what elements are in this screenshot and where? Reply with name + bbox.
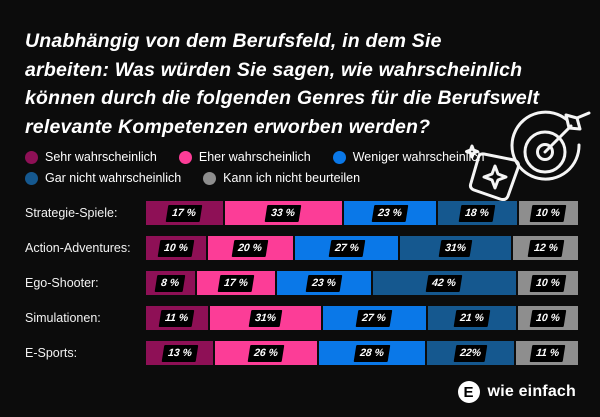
value-label: 31%: [248, 309, 282, 327]
category-label: E-Sports:: [25, 346, 78, 360]
legend-dot-icon: [25, 150, 38, 164]
value-label: 31%: [438, 239, 473, 257]
legend-label: Gar nicht wahrscheinlich: [45, 171, 182, 185]
brand-logo: E wie einfach: [457, 381, 576, 403]
stacked-bar-chart: Strategie-Spiele: 17 % 33 % 23 % 18 % 10 % Act…: [25, 201, 579, 376]
value-label: 20 %: [232, 239, 269, 257]
chart-row: Strategie-Spiele: 17 % 33 % 23 % 18 % 10 %: [25, 201, 578, 225]
chart-row: E-Sports: 13 % 26 % 28 % 22% 11 %: [25, 341, 578, 365]
value-label: 23 %: [371, 204, 408, 222]
stacked-bar: 11 % 31% 27 % 21 % 10 %: [146, 306, 578, 330]
bar-segment: 27 %: [295, 236, 399, 260]
bar-segment: 17 %: [196, 271, 276, 295]
value-label: 17 %: [217, 274, 255, 292]
category-label: Simulationen:: [25, 311, 101, 325]
page-title-line: relevante Kompetenzen erworben werden?: [25, 115, 431, 138]
bar-segment: 10 %: [146, 236, 206, 260]
value-label: 42 %: [426, 274, 463, 292]
brand-logo-e-icon: E: [457, 381, 480, 403]
chart-legend: Sehr wahrscheinlich Eher wahrscheinlich We…: [25, 150, 545, 185]
bar-segment: 13 %: [146, 341, 214, 365]
bar-segment: 23 %: [277, 271, 371, 295]
bar-segment: 12 %: [513, 236, 579, 260]
value-label: 10 %: [530, 204, 567, 222]
value-label: 27 %: [356, 309, 393, 327]
page-title-line: können durch die folgenden Genres für di…: [25, 87, 540, 109]
bar-segment: 8 %: [146, 271, 195, 295]
legend-item: Gar nicht wahrscheinlich: [25, 171, 181, 185]
bar-segment: 21 %: [428, 306, 517, 330]
category-label: Ego-Shooter:: [25, 276, 99, 290]
bar-segment: 26 %: [215, 341, 317, 365]
bar-segment: 18 %: [437, 201, 517, 225]
bar-segment: 42 %: [372, 271, 517, 295]
value-label: 21 %: [453, 309, 491, 327]
page-title-line: Unabhängig von dem Berufsfeld, in dem Si…: [25, 30, 442, 52]
legend-label: Weniger wahrscheinlich: [352, 150, 485, 164]
value-label: 23 %: [305, 274, 343, 292]
bar-segment: 10 %: [518, 306, 578, 330]
bar-segment: 27 %: [322, 306, 427, 330]
bar-segment: 10 %: [518, 201, 578, 225]
category-label: Action-Adventures:: [25, 241, 131, 255]
legend-item: Sehr wahrscheinlich: [25, 150, 157, 164]
brand-logo-text: wie einfach: [487, 383, 576, 400]
bar-segment: 28 %: [318, 341, 425, 365]
legend-item: Eher wahrscheinlich: [178, 150, 311, 164]
stacked-bar: 17 % 33 % 23 % 18 % 10 %: [146, 201, 578, 225]
chart-row: Simulationen: 11 % 31% 27 % 21 % 10 %: [25, 306, 578, 330]
value-label: 11 %: [158, 309, 195, 327]
value-label: 8 %: [155, 274, 186, 292]
stacked-bar: 10 % 20 % 27 % 31% 12 %: [146, 236, 579, 260]
value-label: 13 %: [161, 344, 199, 362]
value-label: 11 %: [529, 344, 566, 362]
sparkle-card-icon: [458, 140, 530, 206]
value-label: 12 %: [527, 239, 564, 257]
value-label: 26 %: [247, 344, 285, 362]
legend-label: Sehr wahrscheinlich: [45, 150, 157, 164]
page-title-line: arbeiten: Was würden Sie sagen, wie wahr…: [25, 58, 523, 81]
stacked-bar: 13 % 26 % 28 % 22% 11 %: [146, 341, 578, 365]
chart-row: Ego-Shooter: 8 % 17 % 23 % 42 % 10 %: [25, 271, 579, 295]
legend-dot-icon: [25, 171, 38, 185]
legend-dot-icon: [332, 150, 346, 164]
value-label: 10 %: [157, 239, 195, 257]
bar-segment: 11 %: [146, 306, 208, 330]
value-label: 27 %: [328, 239, 366, 257]
legend-item: Weniger wahrscheinlich: [332, 150, 485, 164]
value-label: 10 %: [529, 274, 567, 292]
bar-segment: 31%: [209, 306, 321, 330]
value-label: 10 %: [529, 309, 567, 327]
stacked-bar: 8 % 17 % 23 % 42 % 10 %: [146, 271, 579, 295]
value-label: 28 %: [353, 344, 390, 362]
page-title: Unabhängig von dem Berufsfeld, in dem Si…: [25, 27, 570, 141]
value-label: 33 %: [264, 204, 302, 222]
legend-label: Eher wahrscheinlich: [198, 150, 311, 164]
value-label: 17 %: [166, 204, 203, 222]
bar-segment: 33 %: [224, 201, 342, 225]
bar-segment: 10 %: [518, 271, 579, 295]
value-label: 22%: [453, 344, 488, 362]
bar-segment: 20 %: [207, 236, 294, 260]
legend-item: Kann ich nicht beurteilen: [203, 171, 360, 185]
bar-segment: 22%: [426, 341, 515, 365]
legend-label: Kann ich nicht beurteilen: [223, 171, 361, 185]
bar-segment: 23 %: [343, 201, 436, 225]
category-label: Strategie-Spiele:: [25, 206, 118, 220]
bar-segment: 17 %: [146, 201, 223, 225]
chart-row: Action-Adventures: 10 % 20 % 27 % 31% 12 %: [25, 236, 579, 260]
bar-segment: 11 %: [516, 341, 578, 365]
legend-dot-icon: [203, 171, 217, 185]
legend-dot-icon: [178, 150, 192, 164]
value-label: 18 %: [458, 204, 496, 222]
bar-segment: 31%: [400, 236, 512, 260]
